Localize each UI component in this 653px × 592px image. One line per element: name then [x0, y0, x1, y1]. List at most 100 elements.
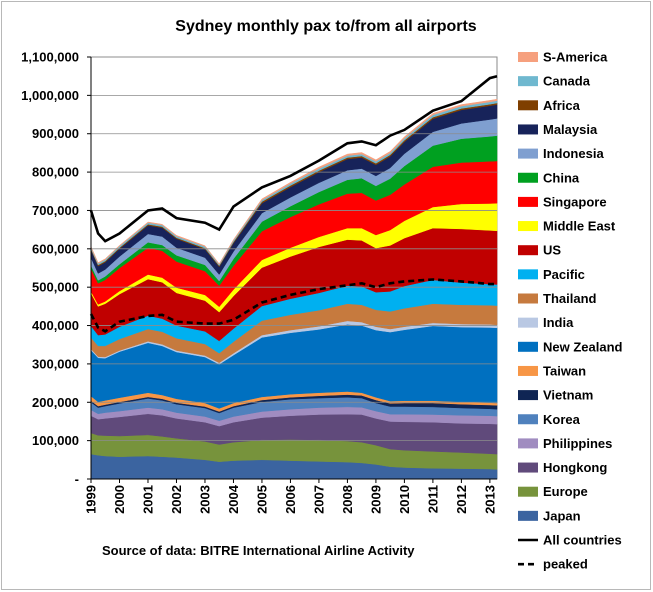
legend-swatch: [518, 341, 538, 352]
legend-swatch: [518, 100, 538, 111]
x-tick-label: 2011: [425, 485, 440, 513]
y-tick-label: 400,000: [32, 318, 79, 333]
chart-title: Sydney monthly pax to/from all airports: [175, 18, 476, 35]
x-axis: 1999 2000 2001 2002 2003 2004 2005 2006 2007 2008…: [84, 478, 497, 514]
legend-swatch: [518, 486, 538, 497]
legend-label: All countries: [543, 533, 622, 548]
legend-label: India: [543, 315, 574, 330]
legend-item-us: US: [518, 243, 561, 258]
y-axis: - 100,000 200,000 300,000 400,000 500,000 600,…: [21, 50, 92, 487]
legend-swatch: [518, 293, 538, 304]
legend-item-africa: Africa: [518, 98, 581, 113]
legend-item-hongkong: Hongkong: [518, 460, 607, 475]
legend-swatch: [518, 462, 538, 473]
y-tick-label: 200,000: [32, 395, 79, 410]
legend-label: Korea: [543, 412, 581, 427]
y-tick-label: 700,000: [32, 203, 79, 218]
y-tick-label: 1,100,000: [21, 50, 79, 65]
x-tick-label: 2006: [283, 485, 298, 514]
legend-swatch: [518, 124, 538, 135]
legend-item-peaked: peaked: [518, 557, 588, 572]
legend-label: Indonesia: [543, 146, 604, 161]
chart-source: Source of data: BITRE International Airl…: [102, 543, 415, 558]
legend-item-middle-east: Middle East: [518, 219, 616, 234]
line-peaked: [89, 278, 497, 333]
legend-swatch: [518, 245, 538, 256]
legend-swatch: [518, 76, 538, 87]
legend-label: China: [543, 170, 580, 185]
legend-swatch: [518, 269, 538, 280]
x-tick-label: 2010: [397, 485, 412, 514]
legend-label: Philippines: [543, 436, 612, 451]
legend-item-korea: Korea: [518, 412, 581, 427]
legend-label: Middle East: [543, 219, 616, 234]
legend-label: S-America: [543, 50, 608, 65]
x-tick-label: 2000: [112, 485, 127, 514]
legend-swatch: [518, 390, 538, 401]
legend-label: Africa: [543, 98, 581, 113]
legend-swatch: [518, 172, 538, 183]
y-tick-label: 500,000: [32, 280, 79, 295]
series-areas: [90, 98, 498, 480]
x-tick-label: 2002: [169, 485, 184, 514]
y-tick-label: 800,000: [32, 165, 79, 180]
legend-label: Singapore: [543, 194, 607, 209]
legend-label: Thailand: [543, 291, 597, 306]
legend-label: Europe: [543, 484, 588, 499]
y-tick-label: -: [75, 472, 79, 487]
line-all-countries: [89, 74, 498, 243]
legend-item-canada: Canada: [518, 74, 591, 89]
x-tick-label: 2003: [198, 485, 213, 514]
legend-label: Malaysia: [543, 122, 598, 137]
x-tick-label: 2001: [141, 485, 156, 514]
x-tick-label: 2005: [254, 485, 269, 514]
x-tick-label: 2012: [454, 485, 469, 514]
y-tick-label: 600,000: [32, 241, 79, 256]
legend-label: Japan: [543, 508, 581, 523]
legend-swatch: [518, 148, 538, 159]
legend-swatch: [518, 438, 538, 449]
legend-label: peaked: [543, 557, 588, 572]
legend-label: Pacific: [543, 267, 585, 282]
legend-item-s-america: S-America: [518, 50, 608, 65]
legend-item-china: China: [518, 170, 580, 185]
legend-label: Canada: [543, 74, 591, 89]
total-lines: [89, 74, 498, 333]
x-tick-label: 1999: [84, 485, 99, 514]
legend-item-all-countries: All countries: [518, 533, 622, 548]
legend-label: Taiwan: [543, 363, 586, 378]
legend-label: Hongkong: [543, 460, 607, 475]
legend-item-singapore: Singapore: [518, 194, 607, 209]
legend-item-malaysia: Malaysia: [518, 122, 598, 137]
legend-item-vietnam: Vietnam: [518, 388, 593, 403]
legend-item-thailand: Thailand: [518, 291, 597, 306]
legend-item-taiwan: Taiwan: [518, 363, 586, 378]
legend-swatch: [518, 317, 538, 328]
legend-item-japan: Japan: [518, 508, 581, 523]
y-tick-label: 100,000: [32, 433, 79, 448]
legend-item-pacific: Pacific: [518, 267, 585, 282]
legend-swatch: [518, 510, 538, 521]
gridlines: [91, 56, 497, 442]
x-tick-label: 2004: [226, 484, 241, 514]
legend-label: New Zealand: [543, 339, 623, 354]
legend-swatch: [518, 52, 538, 62]
legend: S-America Canada Africa Malaysia Indonesia Ch…: [518, 50, 623, 572]
y-tick-label: 1,000,000: [21, 88, 79, 103]
legend-swatch: [518, 196, 538, 207]
legend-item-indonesia: Indonesia: [518, 146, 604, 161]
x-tick-label: 2009: [368, 485, 383, 514]
legend-item-new-zealand: New Zealand: [518, 339, 623, 354]
legend-label: Vietnam: [543, 388, 593, 403]
area-s-america: [90, 98, 498, 265]
x-tick-label: 2008: [340, 485, 355, 514]
x-tick-label: 2007: [311, 485, 326, 514]
legend-swatch: [518, 365, 538, 376]
legend-swatch: [518, 221, 538, 232]
y-tick-label: 900,000: [32, 126, 79, 141]
legend-item-philippines: Philippines: [518, 436, 612, 451]
legend-label: US: [543, 243, 561, 258]
legend-swatch: [518, 414, 538, 425]
legend-item-india: India: [518, 315, 574, 330]
